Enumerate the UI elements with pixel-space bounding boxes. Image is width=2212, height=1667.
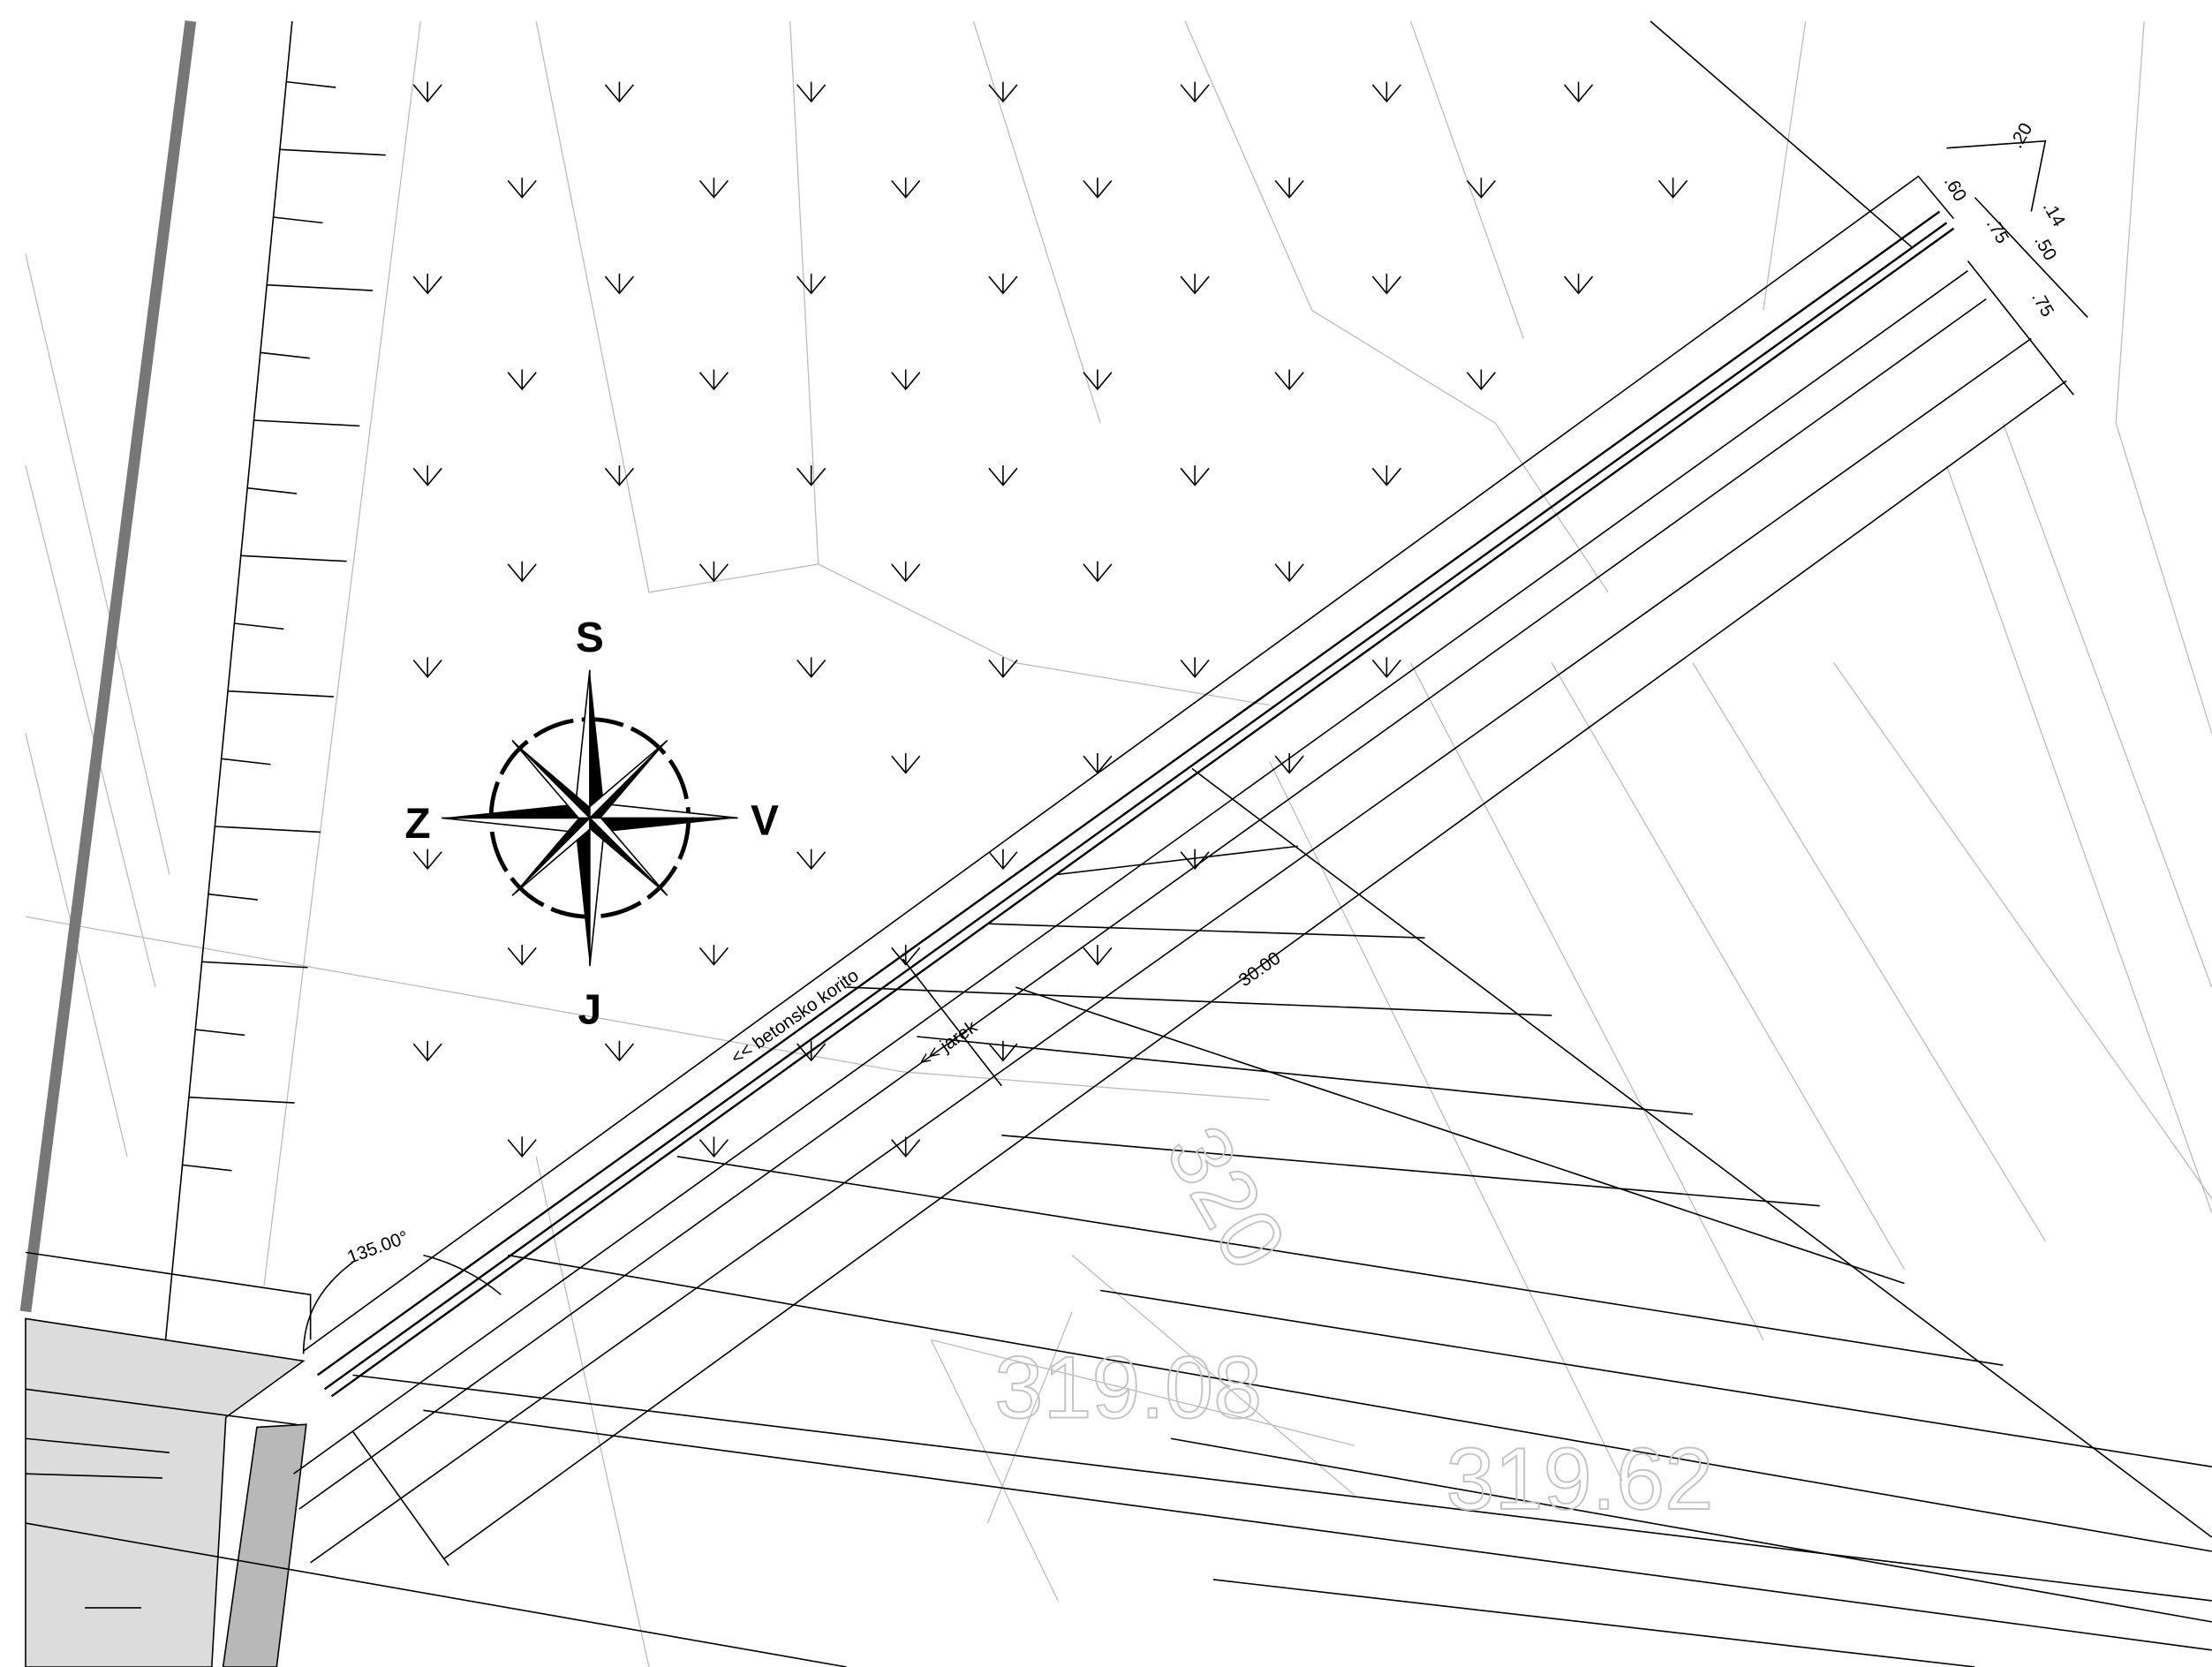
vegetation-mark — [891, 945, 921, 966]
vegetation-mark — [1371, 657, 1401, 678]
curb — [222, 1423, 307, 1667]
channel — [292, 20, 2212, 1667]
compass-north: S — [576, 615, 604, 661]
slope-tick — [182, 1164, 232, 1172]
slope-tick — [234, 622, 284, 630]
vegetation-mark — [412, 657, 442, 678]
vegetation-mark — [1180, 465, 1210, 487]
vegetation-mark — [988, 81, 1018, 103]
vegetation-mark — [988, 849, 1018, 871]
elevation-1: 319.08 — [994, 1338, 1262, 1436]
vegetation-mark — [698, 1136, 729, 1158]
vegetation-mark — [507, 1136, 537, 1158]
compass-east: V — [751, 798, 779, 845]
vegetation-mark — [1564, 81, 1594, 103]
vegetation-mark — [412, 465, 442, 487]
slope-edge — [263, 20, 421, 1286]
vegetation-mark — [1371, 273, 1401, 295]
slope-tick — [286, 80, 336, 88]
vegetation-mark — [796, 1040, 827, 1062]
vegetation-mark — [698, 369, 729, 391]
vegetation-mark — [1371, 465, 1401, 487]
vegetation-mark — [1083, 177, 1113, 199]
slope-tick — [215, 826, 321, 834]
vegetation-mark — [412, 1040, 442, 1062]
vegetation-mark — [604, 273, 635, 295]
vegetation-mark — [412, 849, 442, 871]
vegetation-mark — [796, 657, 827, 678]
vegetation-mark — [1083, 369, 1113, 391]
vegetation-mark — [1658, 177, 1688, 199]
vegetation-mark — [891, 369, 921, 391]
vegetation-mark — [1180, 273, 1210, 295]
vegetation-mark — [507, 945, 537, 966]
vegetation-mark — [796, 273, 827, 295]
vegetation-mark — [796, 81, 827, 103]
vegetation-mark — [988, 657, 1018, 678]
road-lines — [25, 1251, 847, 1667]
vegetation-mark — [796, 849, 827, 871]
vegetation-symbols — [412, 81, 1688, 1158]
slope-tick — [201, 961, 308, 969]
slope-tick — [253, 419, 360, 427]
vegetation-mark — [604, 1040, 635, 1062]
vegetation-mark — [1274, 369, 1304, 391]
vegetation-mark — [412, 273, 442, 295]
vegetation-mark — [1274, 177, 1304, 199]
vegetation-mark — [1180, 81, 1210, 103]
vegetation-mark — [507, 369, 537, 391]
vegetation-mark — [507, 177, 537, 199]
slope-tick — [279, 148, 386, 156]
slope-tick — [247, 487, 298, 494]
slope-tick — [267, 283, 374, 291]
terrain-lines — [25, 20, 2212, 1667]
slope-tick — [273, 216, 323, 224]
vegetation-mark — [412, 81, 442, 103]
vegetation-mark — [891, 1136, 921, 1158]
vegetation-mark — [698, 945, 729, 966]
compass-west: Z — [404, 801, 430, 848]
road-edge-thick — [19, 20, 197, 1313]
vegetation-mark — [1083, 945, 1113, 966]
slope-tick — [240, 554, 347, 562]
paved-area — [25, 1317, 306, 1667]
vegetation-mark — [1564, 273, 1594, 295]
slope-tick — [260, 351, 310, 359]
vegetation-mark — [891, 177, 921, 199]
slope-tick — [195, 1029, 245, 1037]
vegetation-mark — [1466, 177, 1496, 199]
vegetation-mark — [1180, 657, 1210, 678]
slope-tick — [188, 1096, 295, 1104]
vegetation-mark — [604, 465, 635, 487]
vegetation-mark — [1466, 369, 1496, 391]
slope-ticks — [182, 80, 386, 1172]
vegetation-mark — [988, 465, 1018, 487]
vegetation-mark — [1371, 81, 1401, 103]
compass-south: J — [578, 987, 602, 1034]
vegetation-mark — [891, 561, 921, 583]
vegetation-mark — [988, 1040, 1018, 1062]
compass-rose — [442, 669, 738, 967]
vegetation-mark — [1083, 752, 1113, 774]
vegetation-mark — [1274, 752, 1304, 774]
slope-tick — [208, 893, 258, 901]
vegetation-mark — [604, 81, 635, 103]
vegetation-mark — [1083, 561, 1113, 583]
vegetation-mark — [796, 465, 827, 487]
vegetation-mark — [507, 561, 537, 583]
vegetation-mark — [988, 273, 1018, 295]
vegetation-mark — [1274, 561, 1304, 583]
vegetation-mark — [698, 177, 729, 199]
slope-tick — [228, 690, 334, 698]
elevation-2: 319.62 — [1446, 1429, 1713, 1527]
vegetation-mark — [1180, 849, 1210, 871]
vegetation-mark — [891, 752, 921, 774]
vegetation-mark — [698, 561, 729, 583]
slope-tick — [221, 758, 271, 766]
